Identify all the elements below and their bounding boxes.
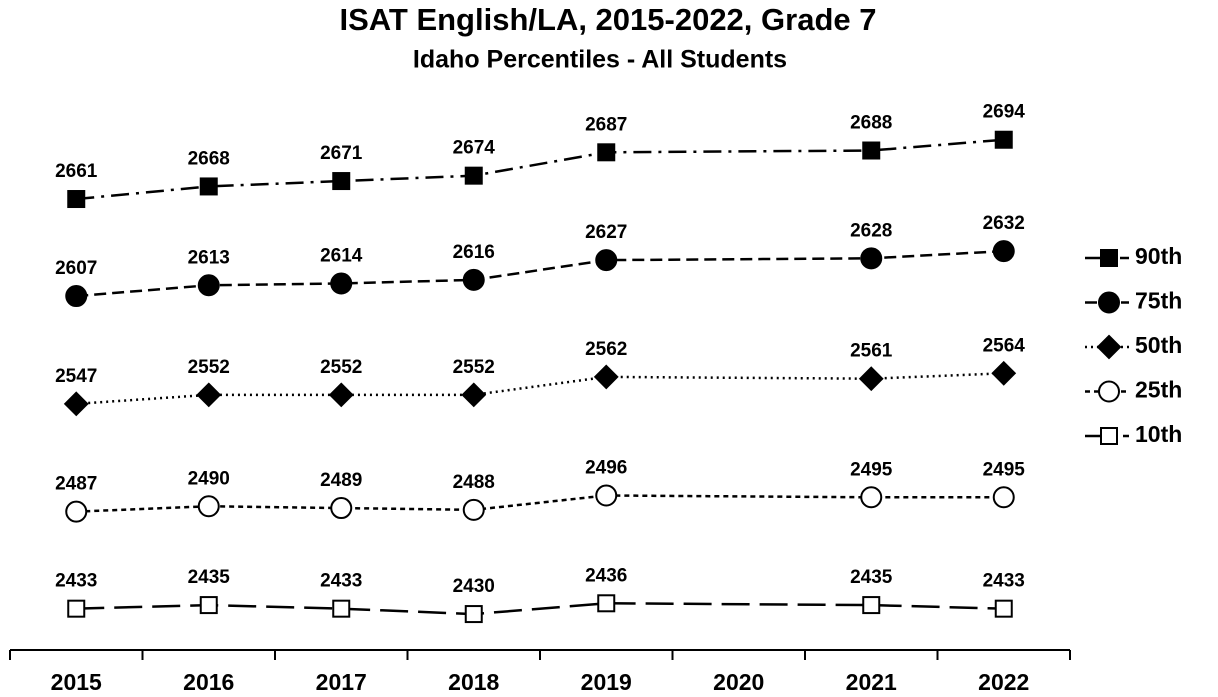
data-label: 2488 [453,472,495,493]
data-point [67,599,86,618]
data-label: 2433 [320,571,362,592]
data-point [67,190,86,209]
data-label: 2489 [320,470,362,491]
data-point [330,497,353,520]
data-label: 2435 [850,567,893,588]
data-label: 2561 [850,341,893,362]
data-point [593,364,619,390]
data-point [858,366,884,392]
data-label: 2613 [188,247,230,268]
data-label: 2627 [585,222,627,243]
chart-title: ISAT English/LA, 2015-2022, Grade 7 [340,2,877,37]
data-point [994,599,1013,618]
legend-label: 50th [1135,332,1182,358]
data-point [860,486,883,509]
legend-label: 90th [1135,243,1182,269]
data-point [332,599,351,618]
data-label: 2552 [188,357,230,378]
data-point [197,495,220,518]
data-point [860,247,883,270]
data-point [199,177,218,196]
data-point [462,268,485,291]
data-point [330,272,353,295]
data-point [63,391,89,417]
data-point [595,484,618,507]
data-point [994,130,1013,149]
data-label: 2564 [983,335,1026,356]
data-label: 2632 [983,213,1025,234]
data-point [328,382,354,408]
data-point [597,143,616,162]
data-label: 2496 [585,457,627,478]
legend-label: 10th [1135,421,1182,447]
x-tick-label: 2017 [316,669,367,695]
x-tick-label: 2020 [713,669,764,695]
data-label: 2562 [585,339,627,360]
data-label: 2687 [585,114,627,135]
data-label: 2490 [188,468,230,489]
legend-label: 25th [1135,377,1182,403]
data-label: 2433 [55,571,97,592]
data-point [862,596,881,615]
data-point [464,605,483,624]
data-label: 2487 [55,474,97,495]
x-tick-label: 2015 [51,669,102,695]
data-label: 2661 [55,161,98,182]
x-tick-label: 2016 [183,669,234,695]
legend-marker [1100,427,1118,445]
data-label: 2668 [188,148,230,169]
chart-subtitle: Idaho Percentiles - All Students [413,46,787,74]
data-point [65,285,88,308]
x-tick-label: 2022 [978,669,1029,695]
data-label: 2430 [453,576,495,597]
data-label: 2495 [983,459,1026,480]
legend-label: 75th [1135,288,1182,314]
data-label: 2614 [320,245,363,266]
data-point [196,382,222,408]
legend-marker [1100,249,1118,267]
x-tick-label: 2018 [448,669,499,695]
data-label: 2435 [188,567,231,588]
data-label: 2552 [320,357,362,378]
legend-marker [1098,380,1120,403]
legend-marker [1096,334,1122,360]
x-tick-label: 2019 [581,669,632,695]
data-point [464,166,483,185]
data-label: 2433 [983,571,1025,592]
legend-marker [1098,291,1120,314]
data-label: 2552 [453,357,495,378]
data-label: 2628 [850,220,892,241]
data-label: 2671 [320,143,363,164]
data-point [197,274,220,297]
data-point [332,172,351,191]
data-label: 2607 [55,258,97,279]
x-tick-label: 2021 [846,669,897,695]
data-label: 2495 [850,459,893,480]
data-label: 2694 [983,102,1026,123]
data-point [992,240,1015,263]
data-label: 2436 [585,565,627,586]
data-label: 2688 [850,113,892,134]
data-label: 2674 [453,138,496,159]
data-point [199,596,218,615]
data-point [462,498,485,521]
data-point [862,141,881,160]
data-point [991,360,1017,386]
data-point [595,249,618,272]
data-point [461,382,487,408]
data-point [597,594,616,613]
data-point [992,486,1015,509]
data-label: 2616 [453,242,495,263]
data-label: 2547 [55,366,97,387]
data-point [65,500,88,523]
